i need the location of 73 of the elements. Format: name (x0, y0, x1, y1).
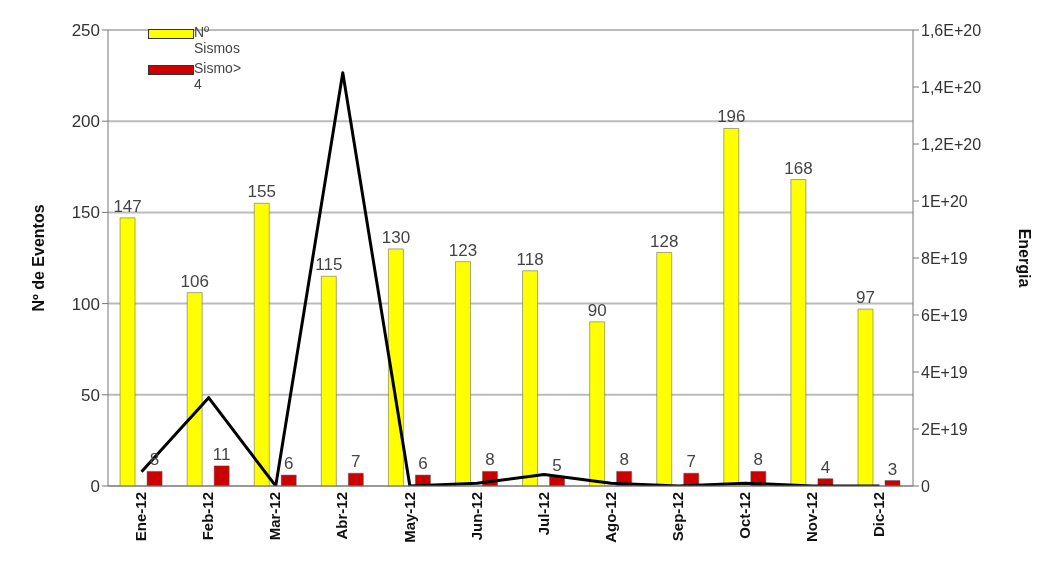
data-label: 130 (381, 227, 411, 247)
bar (321, 275, 337, 486)
bar (723, 128, 740, 486)
bar (522, 270, 538, 486)
data-label: 128 (650, 231, 679, 251)
x-tick-label: May-12 (400, 492, 418, 543)
data-label: 7 (351, 452, 361, 472)
bar (280, 474, 297, 486)
y2-tick-label: 4E+19 (921, 363, 968, 381)
x-tick-label: Nov-12 (803, 492, 821, 543)
y2-tick-label: 6E+19 (921, 306, 968, 324)
y2-tick-label: 1,4E+20 (921, 78, 982, 96)
y2-tick-label: 1E+20 (921, 192, 968, 210)
bar (884, 480, 901, 486)
data-label: 147 (113, 196, 142, 216)
y2-tick-label: 0 (921, 477, 930, 495)
data-label: 3 (887, 459, 898, 479)
bar (857, 308, 874, 486)
bar (253, 203, 270, 486)
data-label: 118 (516, 249, 544, 269)
data-label: 6 (284, 454, 294, 474)
data-label: 5 (552, 455, 562, 475)
data-label: 123 (448, 240, 478, 260)
bar (817, 478, 834, 486)
data-label: 196 (717, 107, 746, 127)
y2-tick-label: 1,6E+20 (921, 21, 982, 39)
data-label: 8 (485, 450, 495, 470)
y-tick-label: 200 (71, 112, 100, 132)
data-label: 11 (212, 444, 231, 464)
bar (146, 471, 163, 486)
y2-tick-label: 2E+19 (921, 420, 968, 438)
y-tick-label: 100 (71, 294, 100, 314)
legend-label: Sismo> 4 (194, 60, 243, 92)
legend-label: Nº Sismos (194, 24, 241, 56)
x-tick-label: Mar-12 (266, 492, 284, 541)
data-label: 168 (784, 158, 813, 178)
data-label: 90 (587, 300, 607, 320)
data-label: 6 (418, 454, 428, 474)
bar (415, 474, 431, 486)
data-label: 7 (686, 452, 696, 472)
data-label: 155 (247, 182, 276, 202)
x-tick-label: Feb-12 (199, 492, 217, 541)
x-tick-label: Abr-12 (333, 492, 351, 540)
x-tick-label: Oct-12 (735, 492, 753, 539)
x-tick-label: Ago-12 (601, 492, 619, 543)
bar (186, 292, 203, 486)
data-label: 8 (753, 450, 764, 470)
bar (656, 252, 672, 486)
y2-axis-title: Energia (1016, 228, 1034, 288)
y-tick-label: 0 (90, 477, 100, 497)
bar (388, 248, 404, 486)
x-tick-label: Dic-12 (870, 492, 888, 538)
data-label: 8 (619, 450, 629, 470)
x-tick-label: Jun-12 (467, 492, 485, 541)
x-tick-label: Jul-12 (534, 492, 552, 536)
data-label: 106 (180, 271, 209, 291)
x-tick-label: Sep-12 (668, 492, 686, 542)
bar (213, 465, 230, 486)
data-label: 4 (820, 457, 831, 477)
y-axis-title: Nº de Eventos (29, 204, 47, 312)
y2-tick-label: 8E+19 (921, 249, 968, 267)
y2-tick-label: 1,2E+20 (921, 135, 982, 153)
y-tick-label: 250 (71, 21, 100, 41)
bar (348, 472, 364, 486)
bar (589, 321, 605, 486)
data-label: 115 (315, 255, 343, 275)
x-tick-label: Ene-12 (132, 492, 150, 542)
bar (790, 179, 807, 486)
y-tick-label: 50 (81, 385, 100, 405)
data-label: 97 (856, 288, 875, 308)
bar (455, 261, 471, 486)
y-tick-label: 150 (71, 203, 100, 223)
bar (119, 217, 136, 486)
